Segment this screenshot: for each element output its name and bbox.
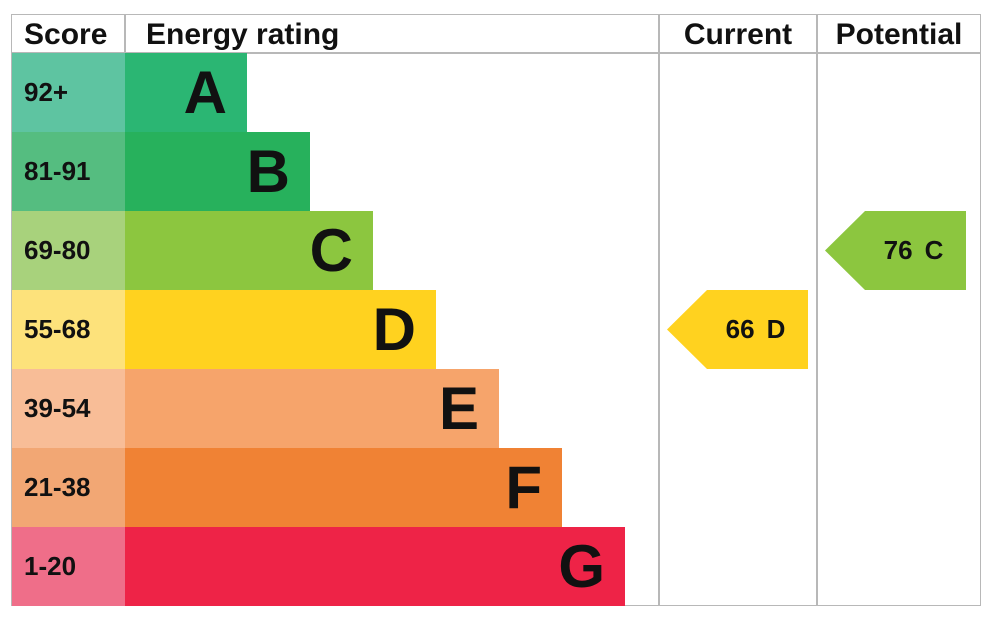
rating-bar-f: F	[125, 448, 562, 527]
score-range-f: 21-38	[12, 448, 125, 527]
potential-rating-letter: C	[924, 235, 944, 265]
rating-bar-d: D	[125, 290, 436, 369]
potential-header: Potential	[835, 18, 963, 51]
score-column-divider	[124, 14, 126, 53]
potential-column-divider	[816, 14, 818, 606]
rating-letter-d: D	[372, 296, 416, 363]
rating-letter-c: C	[309, 217, 353, 284]
header-divider	[11, 52, 981, 54]
rating-bar-a: A	[125, 53, 247, 132]
rating-letter-a: A	[183, 59, 227, 126]
score-range-c: 69-80	[12, 211, 125, 290]
score-range-d: 55-68	[12, 290, 125, 369]
energy-rating-header: Energy rating	[146, 18, 340, 51]
score-range-e: 39-54	[12, 369, 125, 448]
score-range-a: 92+	[12, 53, 125, 132]
current-rating-letter: D	[766, 314, 786, 344]
current-rating-value: 66	[725, 314, 755, 344]
rating-letter-g: G	[558, 533, 605, 600]
score-range-b: 81-91	[12, 132, 125, 211]
rating-bar-e: E	[125, 369, 499, 448]
score-range-g: 1-20	[12, 527, 125, 606]
score-header: Score	[24, 18, 108, 51]
rating-letter-b: B	[246, 138, 290, 205]
rating-bar-b: B	[125, 132, 310, 211]
potential-rating-value: 76	[883, 235, 913, 265]
rating-letter-f: F	[505, 454, 542, 521]
rating-bar-c: C	[125, 211, 373, 290]
current-header: Current	[683, 18, 793, 51]
current-column-divider	[658, 14, 660, 606]
rating-letter-e: E	[438, 375, 479, 442]
rating-bar-g: G	[125, 527, 625, 606]
